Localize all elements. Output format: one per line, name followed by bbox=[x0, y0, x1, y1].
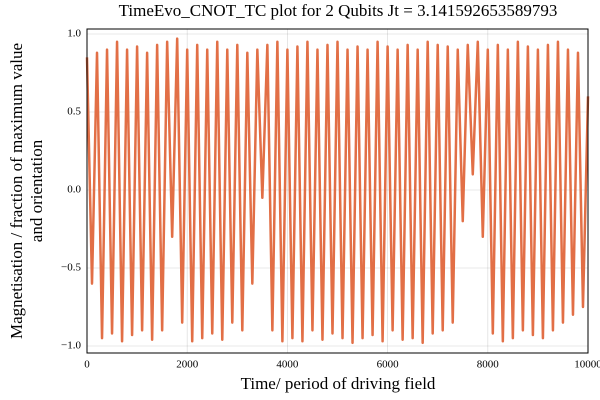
plot-frame bbox=[86, 28, 589, 354]
x-tick-label: 0 bbox=[84, 359, 90, 371]
y-axis-label: Magnetisation / fraction of maximum valu… bbox=[7, 43, 26, 339]
y-axis-label: and orientation bbox=[27, 139, 46, 242]
y-tick-label: −0.5 bbox=[61, 262, 81, 274]
x-tick-label: 10000 bbox=[574, 359, 600, 371]
x-axis-label: Time/ period of driving field bbox=[241, 374, 436, 393]
chart-title: TimeEvo_CNOT_TC plot for 2 Qubits Jt = 3… bbox=[119, 1, 558, 20]
x-tick-label: 8000 bbox=[477, 359, 500, 371]
y-tick-label: −1.0 bbox=[61, 340, 81, 352]
y-tick-label: 1.0 bbox=[67, 28, 81, 40]
x-tick-label: 2000 bbox=[176, 359, 199, 371]
x-tick-label: 6000 bbox=[377, 359, 400, 371]
y-tick-label: 0.0 bbox=[67, 184, 81, 196]
data-line bbox=[85, 37, 590, 345]
y-tick-label: 0.5 bbox=[67, 106, 81, 118]
x-tick-label: 4000 bbox=[276, 359, 299, 371]
